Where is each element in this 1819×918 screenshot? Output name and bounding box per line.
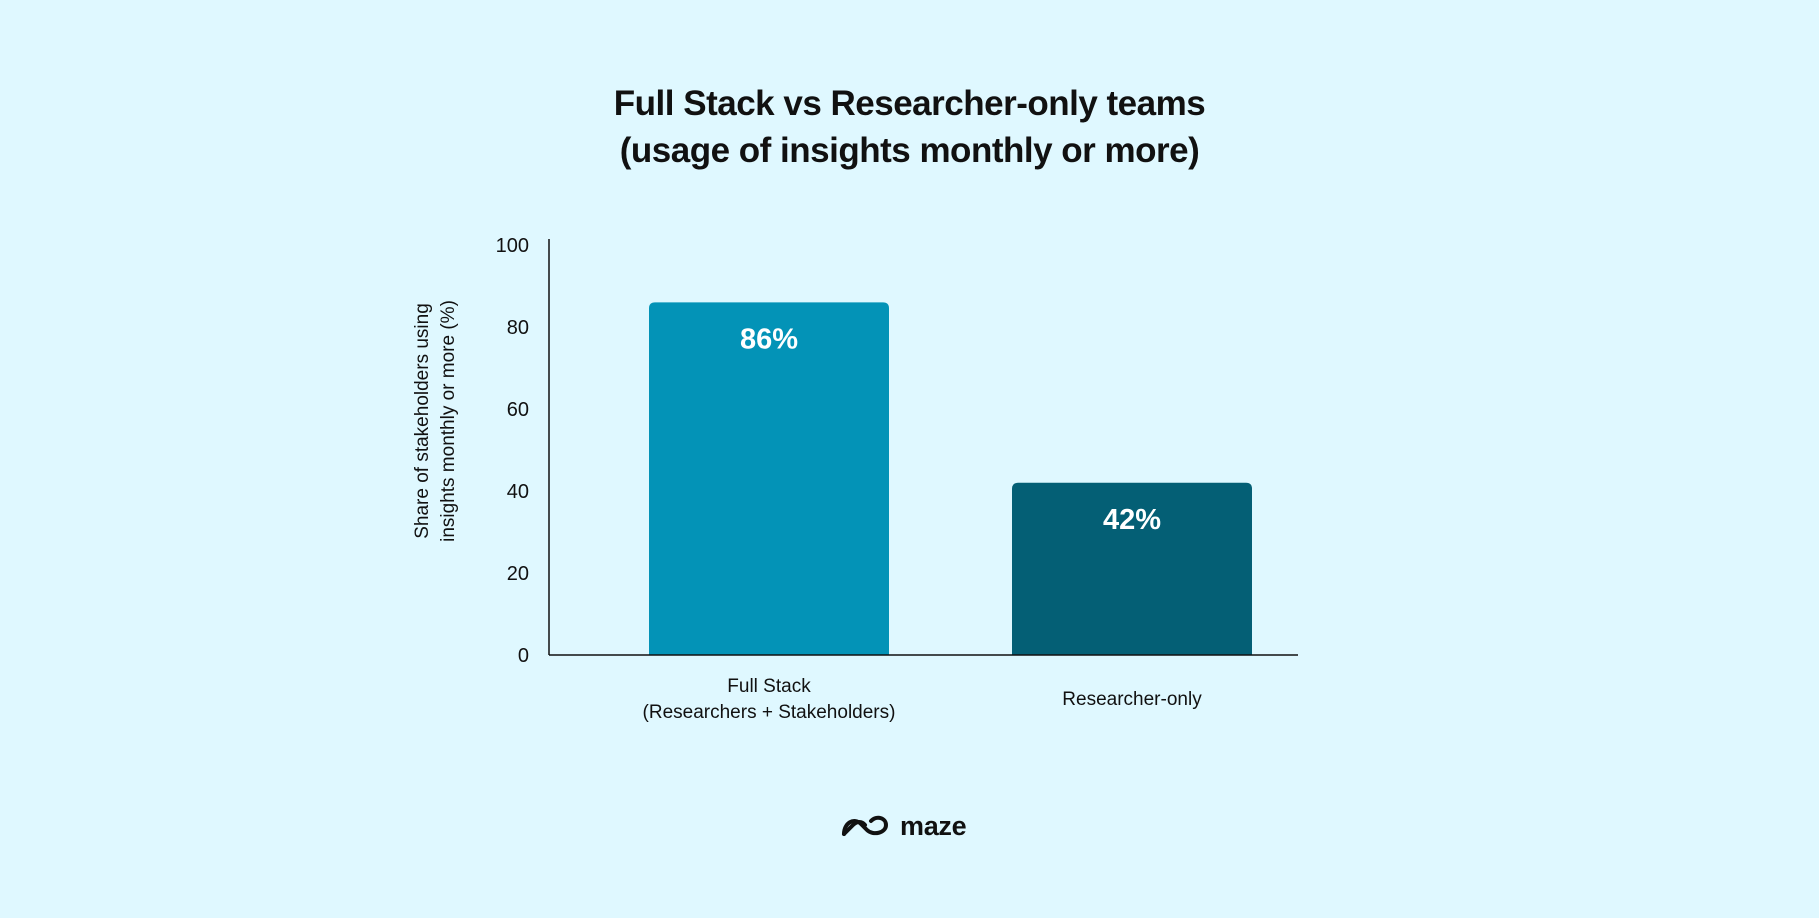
y-tick-label-40: 40	[507, 481, 529, 503]
y-tick-label-100: 100	[496, 235, 529, 257]
bar-researcher-only	[1012, 482, 1252, 655]
maze-logo-icon	[842, 815, 889, 836]
brand-name: maze	[900, 810, 967, 841]
chart-title-line-1: Full Stack vs Researcher-only teams	[613, 84, 1206, 123]
y-tick-label-20: 20	[507, 563, 529, 585]
data-labels: 86% 42%	[740, 323, 1161, 535]
data-label-0: 86%	[740, 323, 798, 355]
data-label-1: 42%	[1103, 504, 1161, 536]
chart-title: Full Stack vs Researcher-only teams (usa…	[0, 80, 1819, 174]
y-ticks: 0 20 40 60 80 100	[496, 235, 529, 667]
x-tick-label-0-line-1: Full Stack	[727, 676, 811, 697]
y-axis-label: Share of stakeholders using insights mon…	[412, 300, 459, 542]
bars	[649, 302, 1252, 655]
x-tick-label-0-line-2: (Researchers + Stakeholders)	[643, 702, 896, 723]
x-tick-label-1-line-1: Researcher-only	[1062, 689, 1202, 710]
y-tick-label-80: 80	[507, 317, 529, 339]
x-tick-labels: Full Stack (Researchers + Stakeholders) Re…	[643, 676, 1203, 723]
bar-full-stack	[649, 302, 889, 655]
brand-logo: maze	[840, 806, 967, 846]
y-axis-label-line-2: insights monthly or more (%)	[438, 300, 459, 542]
y-axis-label-line-1: Share of stakeholders using	[412, 303, 433, 539]
y-tick-label-0: 0	[518, 645, 529, 667]
chart-title-line-2: (usage of insights monthly or more)	[619, 131, 1200, 170]
y-tick-label-60: 60	[507, 399, 529, 421]
